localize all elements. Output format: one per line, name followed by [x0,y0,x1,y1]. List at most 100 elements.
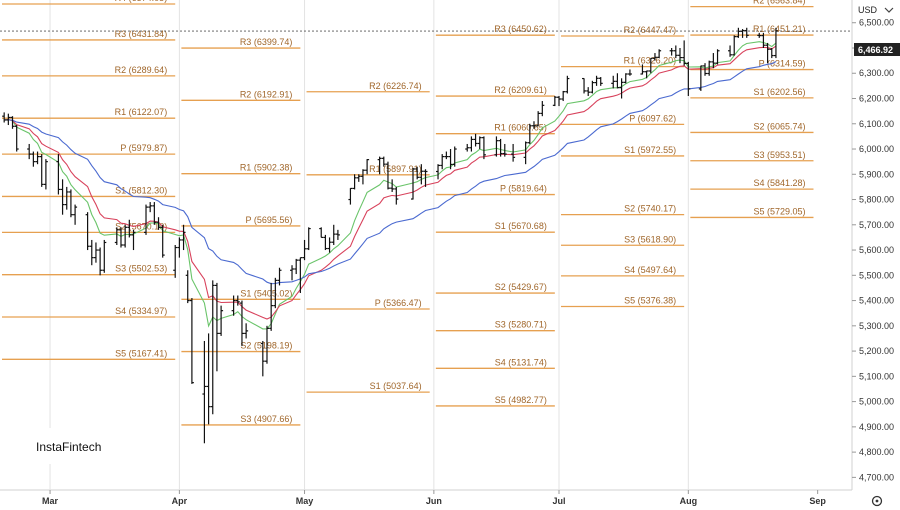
pivot-label: S2 (5429.67) [495,282,547,292]
pivot-label: S4 (5841.28) [753,178,805,188]
ohlc-bar [335,229,340,240]
ohlc-bar [85,212,90,251]
pivot-label: R1 (5897.91) [369,164,422,174]
ohlc-bar [2,112,7,123]
pivot-label: S1 (5972.55) [624,145,676,155]
ohlc-bar [419,164,424,185]
ohlc-bar [640,64,645,75]
pivot-label: P (5366.47) [375,298,422,308]
ohlc-bar [377,156,382,175]
ohlc-bar [219,305,224,336]
ohlc-bar [644,70,649,79]
ohlc-bar [436,164,441,180]
ohlc-bar [669,47,674,56]
ohlc-bar [114,227,119,245]
ohlc-bar [156,217,161,230]
ohlc-bar [561,90,566,102]
y-tick-label: 5,100.00 [859,371,894,381]
ohlc-bar [177,237,182,258]
moving-average-line [4,45,777,320]
ohlc-bar [348,187,353,205]
last-price-value: 6,466.92 [858,45,893,55]
pivot-label: S1 (5812.30) [115,185,167,195]
ohlc-bar [686,61,691,96]
ohlc-bar [390,179,395,192]
pivot-label: R2 (6447.47) [624,25,677,35]
pivot-label: S2 (5670.10) [115,221,167,231]
ohlc-bar [494,136,499,157]
pivot-label: R3 (6431.84) [115,29,168,39]
ohlc-bar [302,239,307,261]
ohlc-bar [148,202,153,213]
ohlc-bar [260,340,265,377]
ohlc-bar [673,45,678,59]
ohlc-bar [757,32,762,38]
pivot-label: S5 (5729.05) [753,206,805,216]
ohlc-bar [73,204,78,225]
y-tick-label: 5,500.00 [859,270,894,280]
ohlc-bar [68,189,73,218]
pivot-label: R1 (5902.38) [240,163,293,173]
y-tick-label: 5,300.00 [859,321,894,331]
pivot-label: S1 (5670.68) [495,221,547,231]
pivot-label: R3 (6399.74) [240,37,293,47]
ohlc-bar [415,166,420,180]
ohlc-bar [736,27,741,38]
ohlc-bar [189,298,194,384]
ohlc-bar [306,227,311,251]
ohlc-bar [235,295,240,306]
ohlc-bar [206,333,211,425]
ohlc-bar [590,80,595,94]
ohlc-bar [144,204,149,235]
ohlc-bar [327,237,332,253]
ohlc-bar [411,167,415,200]
ohlc-bar [619,78,624,99]
ohlc-bar [715,49,720,65]
ohlc-bar [89,239,94,266]
ohlc-bar [381,156,386,167]
settings-button[interactable] [871,495,883,507]
ohlc-bar [557,95,562,107]
pivot-label: S4 (5131.74) [495,357,547,367]
ohlc-bar [502,143,507,157]
ohlc-bar [264,325,269,364]
y-tick-label: 6,200.00 [859,94,894,104]
y-tick-label: 4,800.00 [859,447,894,457]
pivot-label: S5 (5167.41) [115,348,167,358]
ohlc-bar [323,234,328,251]
ohlc-bar [160,224,165,258]
ohlc-bar [536,111,541,127]
pivot-label: S3 (5953.51) [753,150,805,160]
moving-average-line [4,41,777,330]
ohlc-bar [93,242,98,263]
pivot-label: S4 (5497.64) [624,265,676,275]
y-tick-label: 6,300.00 [859,68,894,78]
ohlc-bar [769,47,774,59]
currency-selector[interactable]: USD [858,5,894,15]
y-tick-label: 5,400.00 [859,296,894,306]
gear-icon-center [875,499,879,503]
y-tick-label: 5,600.00 [859,245,894,255]
pivot-label: R2 (6226.74) [369,81,422,91]
y-tick-label: 4,700.00 [859,472,894,482]
pivot-label: P (5979.87) [120,143,167,153]
ohlc-bar [269,282,274,331]
ohlc-bar [290,265,295,281]
pivot-label: P (6097.62) [629,113,676,123]
ohlc-bar [185,270,190,304]
pivot-label: R2 (6192.91) [240,89,293,99]
ohlc-bar [298,257,303,293]
ohlc-bar [118,227,123,248]
ohlc-bar [31,151,36,167]
ohlc-bar [131,229,136,251]
ohlc-bar [277,267,282,286]
ohlc-bar [531,121,536,129]
pivot-label: R1 (6060.65) [494,123,547,133]
ohlc-bar [239,300,244,347]
chevron-down-icon [884,7,894,13]
last-price-tag: 6,466.92 [854,43,900,56]
pivot-label: S3 (5280.71) [495,320,547,330]
ohlc-bar [477,136,482,150]
